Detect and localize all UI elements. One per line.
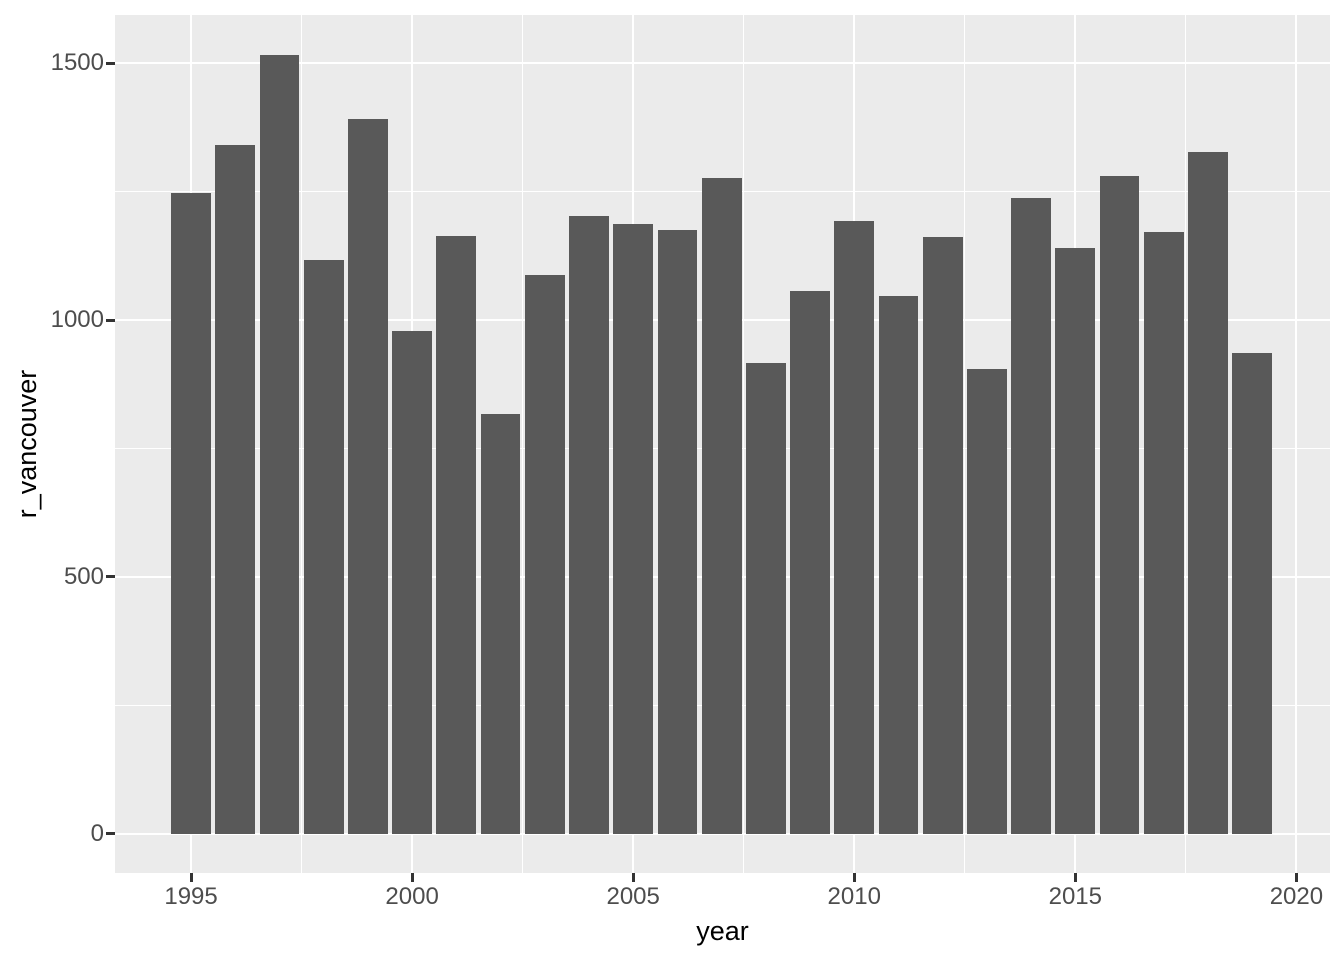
x-tick-mark-1995 [189,873,193,882]
bar-2006 [657,229,698,834]
x-tick-mark-2005 [631,873,635,882]
bar-2009 [790,290,830,834]
grid-minor-x-2017.5 [1185,15,1187,873]
bar-2019 [1232,353,1273,834]
grid-major-y-0 [115,832,1330,835]
bar-1996 [215,145,256,834]
bar-1999 [348,119,388,834]
grid-minor-x-2007.5 [743,15,745,873]
bar-1995 [171,192,211,834]
x-tick-label-2010: 2010 [827,883,881,910]
bar-2004 [569,215,609,834]
grid-major-y-1500 [115,62,1330,64]
bar-2016 [1099,175,1140,834]
x-tick-label-1995: 1995 [164,883,218,910]
x-axis-title: year [696,916,749,946]
grid-minor-x-2012.5 [964,15,966,873]
bar-1997 [259,55,300,834]
bar-2005 [613,224,654,834]
bar-2007 [701,177,742,834]
y-tick-label-0: 0 [90,819,104,847]
y-tick-label-500: 500 [63,562,104,590]
x-tick-mark-2000 [410,873,414,882]
x-tick-mark-2015 [1073,873,1077,882]
grid-minor-x-1997.5 [301,15,303,873]
x-tick-mark-2020 [1294,873,1298,882]
y-tick-mark-500 [106,575,115,579]
bar-2003 [524,275,565,834]
x-tick-label-2015: 2015 [1048,883,1102,910]
bar-2015 [1055,248,1096,834]
y-tick-mark-1500 [106,61,115,65]
bar-2001 [436,235,477,834]
x-tick-mark-2010 [852,873,856,882]
x-tick-label-2020: 2020 [1269,883,1324,910]
bar-2011 [878,295,919,834]
bar-2008 [745,363,786,834]
bar-2018 [1188,151,1228,834]
y-tick-label-1500: 1500 [50,49,104,76]
y-tick-mark-0 [106,832,115,836]
y-tick-label-1000: 1000 [50,306,104,333]
x-tick-label-2005: 2005 [606,883,660,910]
bar-2012 [922,236,963,834]
grid-major-x-2020 [1295,15,1298,873]
bar-2017 [1143,231,1184,834]
bar-2010 [834,221,875,834]
x-tick-label-2000: 2000 [385,883,439,910]
bar-2000 [392,331,432,834]
bar-2014 [1011,198,1051,834]
bar-1998 [303,259,344,834]
plot-panel [115,15,1330,873]
bar-2002 [480,414,521,834]
grid-minor-x-2002.5 [522,15,524,873]
y-tick-mark-1000 [106,318,115,322]
bar-2013 [967,368,1007,834]
y-axis-title: r_vancouver [12,369,42,519]
